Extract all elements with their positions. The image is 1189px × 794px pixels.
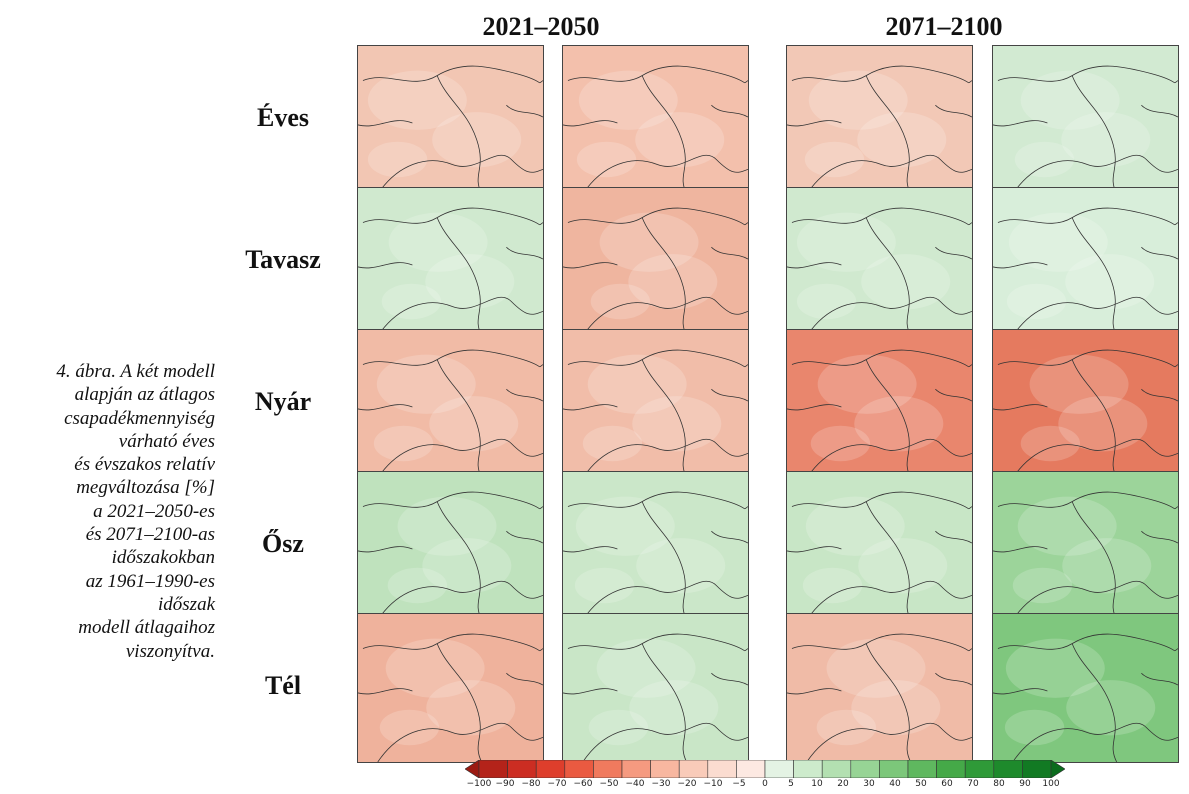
colorbar-arrow-left [465,760,480,778]
map-panel [357,187,544,337]
colorbar-tick-label: 0 [762,779,768,789]
map-panel [992,329,1179,479]
colorbar-tick-label: −40 [625,779,645,789]
colorbar-arrow-right [1050,760,1065,778]
caption-line: időszak [158,593,215,615]
colorbar-tick-label: 20 [837,779,849,789]
caption-line: időszakokban [111,547,215,569]
caption-line: és évszakos relatív [74,454,215,476]
map-panel [562,45,749,195]
colorbar-segment [1022,760,1052,778]
colorbar-segment [993,760,1023,778]
colorbar-tick-label: 40 [889,779,901,789]
caption-line: az 1961–1990-es [85,570,215,592]
colorbar-segment [507,760,537,778]
colorbar-segment [850,760,880,778]
colorbar-tick-label: −90 [495,779,515,789]
caption-line: alapján az átlagos [74,384,215,406]
colorbar-segment [535,760,566,778]
caption-line: viszonyítva. [125,640,215,662]
colorbar-segment [650,760,680,778]
colorbar-segment [707,760,737,778]
map-panel [562,613,749,763]
colorbar [465,760,1065,778]
colorbar-tick-label: 60 [941,779,953,789]
colorbar-segment [879,760,909,778]
period-header-2021-2050: 2021–2050 [482,12,600,41]
colorbar-segment [678,760,709,778]
colorbar-segment [478,760,508,778]
colorbar-tick-label: −30 [651,779,671,789]
figure-caption: 4. ábra. A két modell alapján az átlagos c… [0,360,215,663]
colorbar-tick-label: 5 [788,779,794,789]
map-panel [562,471,749,621]
colorbar-tick-label: 70 [967,779,979,789]
colorbar-tick-label: 80 [993,779,1005,789]
season-label: Ősz [262,529,304,558]
colorbar-tick-label: 30 [863,779,875,789]
period-header-2071-2100: 2071–2100 [885,12,1003,41]
map-panel [357,45,544,195]
map-panel [786,613,973,763]
caption-line: modell átlagaihoz [78,617,215,639]
map-panel [992,613,1179,763]
colorbar-tick-label: 50 [915,779,927,789]
colorbar-segment [564,760,594,778]
colorbar-segment [907,760,937,778]
map-panel [786,187,973,337]
map-panel [562,187,749,337]
map-panel [992,187,1179,337]
colorbar-labels: −100 −90 −80 −70 −60 −50 −40 −30 −20 −10 −5 0 5 10 20 3… [465,779,1065,793]
map-panel [992,45,1179,195]
map-panel [357,613,544,763]
caption-line: 4. ábra. A két modell [56,361,215,382]
colorbar-tick-label: −60 [573,779,593,789]
caption-line: csapadékmennyiség [64,407,215,429]
colorbar-tick-label: −50 [599,779,619,789]
map-panel [786,471,973,621]
season-label: Tél [264,671,302,700]
season-label: Nyár [254,387,312,416]
colorbar-tick-label: 10 [811,779,823,789]
map-panel [357,471,544,621]
caption-line: várható éves [118,430,215,452]
colorbar-segment [821,760,852,778]
colorbar-tick-label: 90 [1019,779,1031,789]
map-panel [357,329,544,479]
colorbar-segment [764,760,794,778]
colorbar-tick-label: −100 [466,779,492,789]
colorbar-svg [465,760,1065,778]
map-panel [786,329,973,479]
caption-line: és 2071–2100-as [85,524,215,546]
colorbar-tick-label: −70 [547,779,567,789]
colorbar-tick-label: −80 [521,779,541,789]
map-panel [562,329,749,479]
season-label: Tavasz [245,245,321,274]
colorbar-segment [964,760,995,778]
map-panel [786,45,973,195]
colorbar-segment [621,760,651,778]
colorbar-segment [736,760,766,778]
map-panel [992,471,1179,621]
colorbar-tick-label: 100 [1042,779,1060,789]
colorbar-tick-label: −10 [703,779,723,789]
colorbar-tick-label: −5 [732,779,746,789]
season-label: Éves [257,103,309,132]
colorbar-segment [936,760,966,778]
colorbar-segment [593,760,623,778]
caption-line: a 2021–2050-es [93,500,215,522]
caption-line: megváltozása [%] [76,477,215,499]
colorbar-tick-label: −20 [677,779,697,789]
colorbar-segment [793,760,823,778]
